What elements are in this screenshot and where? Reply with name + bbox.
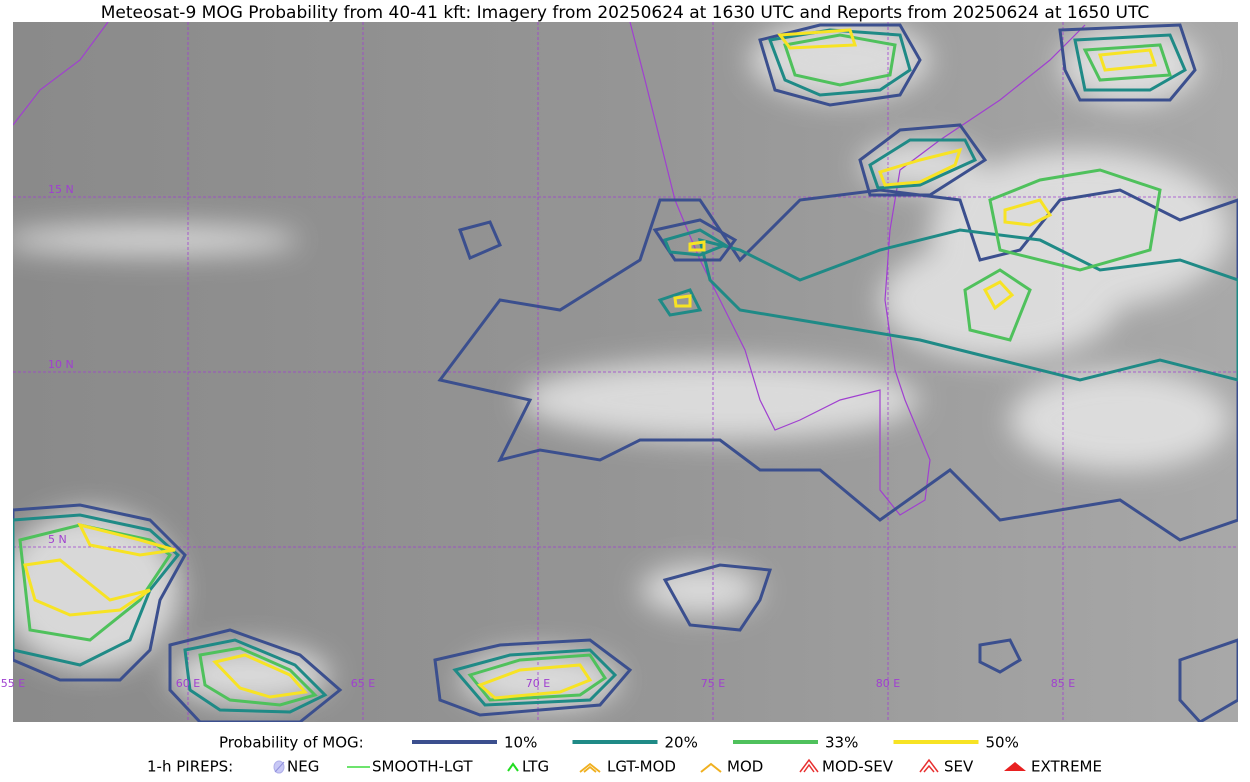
satellite-map: 15 N 10 N 5 N [13,22,1238,722]
legend-label: 33% [825,734,858,752]
lat-label: 10 N [48,358,74,371]
coastline [13,22,109,126]
lon-label: 75 E [701,677,725,690]
lon-label: 70 E [526,677,550,690]
legend-label: 50% [986,734,1019,752]
legend-label: NEG [287,758,319,776]
lon-label: 80 E [876,677,900,690]
legend-label: LTG [522,758,549,776]
graticule [13,22,1238,722]
lon-label: 65 E [351,677,375,690]
legend-label: 10% [504,734,537,752]
legend-label: SEV [944,758,974,776]
legend-heading: Probability of MOG: [219,734,364,752]
legend-label: EXTREME [1031,758,1102,776]
contours [13,23,1238,722]
legend-label: LGT-MOD [607,758,676,776]
coastline [629,22,1086,516]
lat-label: 15 N [48,183,74,196]
cloud-field [13,22,1230,710]
lon-label: 55 E [1,677,25,690]
legend-label: MOD [727,758,763,776]
legend-label: MOD-SEV [822,758,894,776]
legend-label: 20% [665,734,698,752]
lon-label: 85 E [1051,677,1075,690]
title: Meteosat-9 MOG Probability from 40-41 kf… [101,3,1150,23]
legend-label: SMOOTH-LGT [372,758,473,776]
lat-label: 5 N [48,533,67,546]
pirep-icons [273,758,1026,774]
probability-legend: 10% 20% 33% 50% [412,734,1019,752]
legend-heading: 1-h PIREPS: [147,758,233,776]
lon-label: 60 E [176,677,200,690]
